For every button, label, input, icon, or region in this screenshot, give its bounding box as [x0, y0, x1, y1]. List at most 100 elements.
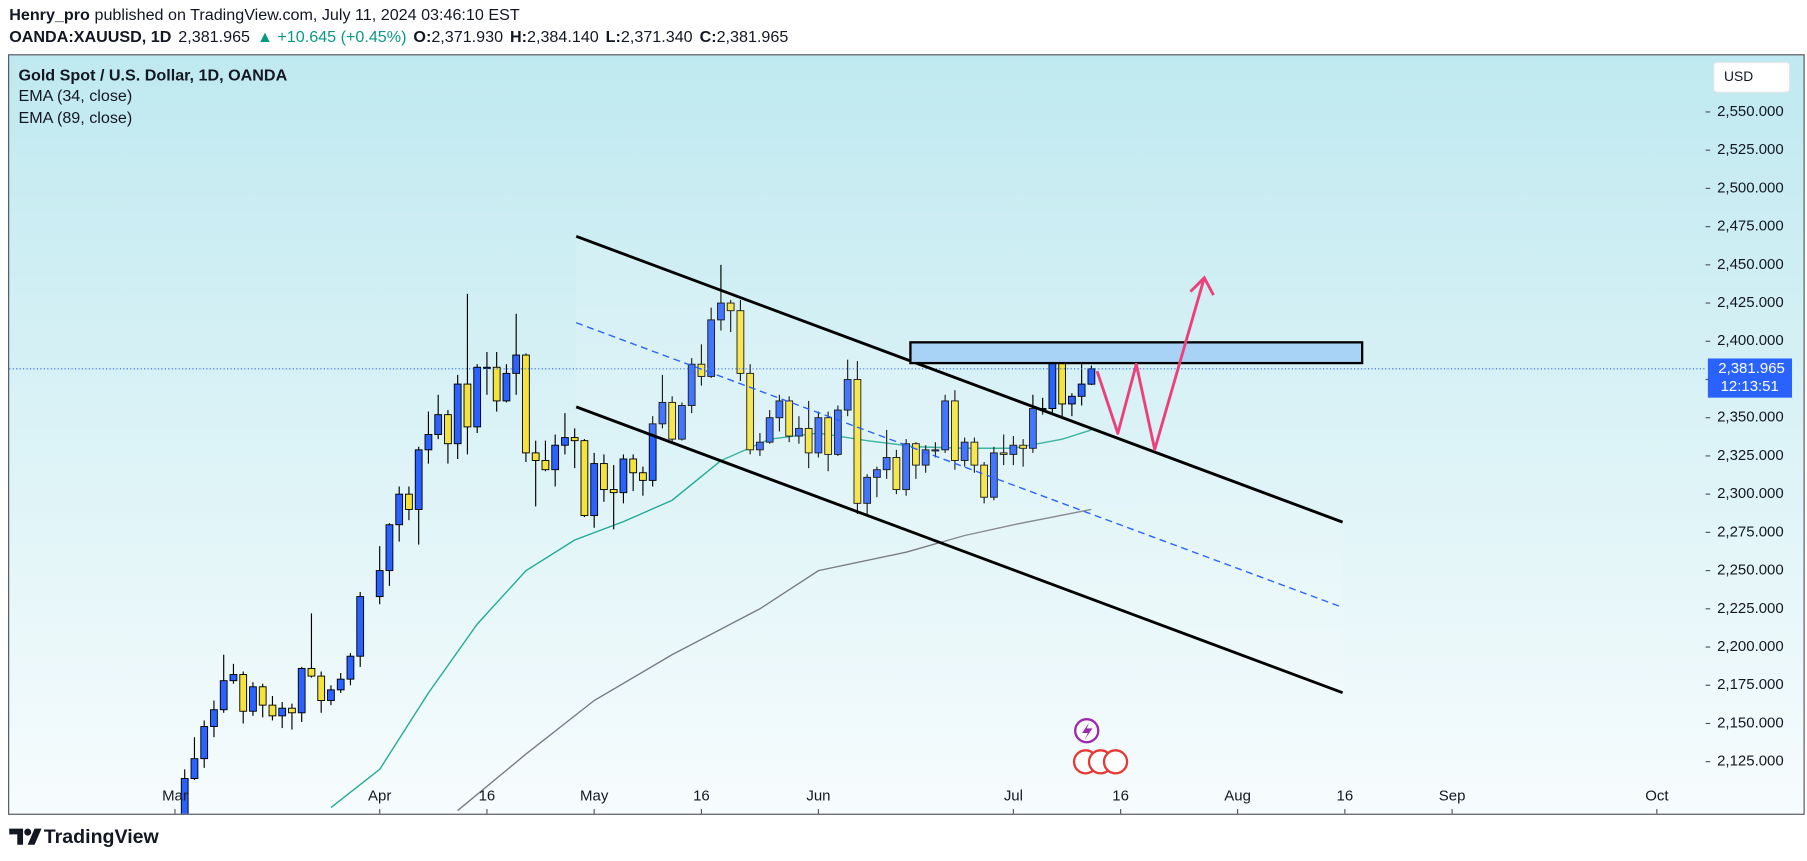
candle-body	[297, 667, 306, 714]
candle-body	[375, 570, 384, 598]
candle-body	[385, 524, 394, 572]
candle-body	[902, 443, 911, 491]
l-label: L:	[606, 28, 621, 46]
candle-body	[873, 469, 881, 478]
candle-body	[541, 460, 550, 471]
econ-icon[interactable]	[1102, 749, 1129, 775]
x-tick-label: 16	[479, 787, 496, 804]
candle-body	[424, 434, 433, 451]
symbol: OANDA:XAUUSD, 1D	[9, 28, 171, 46]
candle-body	[570, 437, 579, 442]
candle-body	[990, 452, 998, 498]
h-label: H:	[510, 28, 527, 46]
candle-body	[268, 704, 277, 717]
candle-body	[551, 444, 560, 471]
x-tick-label: 16	[1337, 787, 1354, 804]
candle-body	[746, 372, 755, 451]
candle-body	[1009, 444, 1018, 455]
candle-body	[687, 363, 696, 406]
event-bolt	[1082, 722, 1093, 740]
candle-body	[892, 457, 901, 491]
last-price-label: 2,381.965	[1718, 360, 1785, 377]
candle-body	[278, 707, 287, 717]
candle-body	[1077, 383, 1086, 397]
x-tick-label: Sep	[1439, 787, 1466, 804]
currency-box[interactable]	[1713, 61, 1791, 93]
candle-body	[970, 441, 979, 466]
candle-body	[590, 463, 599, 517]
ohlc-line: OANDA:XAUUSD, 1D 2,381.965 ▲ +10.645 (+0.4…	[9, 28, 788, 46]
y-tick-label: 2,200.000	[1717, 638, 1784, 655]
candle-body	[434, 414, 443, 435]
candle-body	[444, 414, 452, 445]
candle-body	[346, 655, 355, 680]
candle-body	[824, 417, 833, 455]
y-tick-label: 2,225.000	[1717, 600, 1784, 617]
candle-body	[531, 452, 540, 461]
currency: USD	[1724, 68, 1753, 84]
resistance-zone	[909, 341, 1364, 365]
candle-body	[502, 372, 511, 402]
candle-body	[726, 302, 735, 312]
candle-body	[453, 383, 462, 445]
o: 2,371.930	[431, 28, 503, 46]
x-tick-label: Aug	[1224, 787, 1251, 804]
y-tick-label: 2,175.000	[1717, 676, 1784, 693]
candle-body	[336, 678, 345, 691]
candle-body	[180, 778, 189, 814]
candle-body	[473, 366, 482, 428]
channel-bottom	[575, 405, 1344, 695]
y-tick-label: 2,275.000	[1717, 523, 1784, 540]
candle-body	[941, 400, 950, 451]
change: ▲ +10.645 (+0.45%)	[257, 28, 407, 46]
candle-body	[882, 457, 891, 471]
candle-body	[307, 667, 316, 677]
author: Henry_pro	[9, 6, 90, 24]
candle-body	[1087, 368, 1096, 385]
candle-body	[327, 689, 335, 702]
candle-body	[356, 596, 365, 657]
candle-body	[609, 489, 618, 494]
candle-body	[931, 449, 940, 452]
candle-body	[863, 476, 872, 504]
x-tick-label: 16	[1112, 787, 1129, 804]
candle-body	[921, 449, 930, 466]
candle-body	[765, 417, 774, 443]
y-tick-label: 2,350.000	[1717, 409, 1784, 426]
candle-body	[648, 423, 657, 481]
candle-body	[814, 417, 823, 454]
candle-body	[756, 441, 764, 451]
o-label: O:	[413, 28, 431, 46]
candle-body	[999, 452, 1008, 455]
candle-body	[668, 401, 677, 440]
x-tick-label: Jul	[1004, 787, 1023, 804]
candle-body	[200, 726, 209, 760]
candle-body	[414, 449, 423, 510]
y-tick-label: 2,525.000	[1717, 141, 1784, 158]
x-tick-label: Mar	[162, 787, 188, 804]
candle-body	[678, 405, 686, 440]
plot-area	[9, 264, 1706, 814]
ema-line	[457, 508, 1092, 812]
publish-line: Henry_pro published on TradingView.com, J…	[9, 6, 520, 24]
candle-body	[912, 443, 920, 466]
candle-body	[395, 493, 404, 526]
candle-body	[785, 400, 794, 437]
candle-body	[1068, 395, 1076, 405]
legend-ema89: EMA (89, close)	[18, 109, 132, 127]
candle-body	[288, 707, 296, 714]
published: published on TradingView.com, July 11, 2…	[94, 6, 519, 24]
candle-body	[707, 319, 716, 377]
tv-logo	[9, 828, 42, 845]
candle-body	[600, 463, 608, 491]
y-tick-label: 2,125.000	[1717, 753, 1784, 770]
candle-body	[1019, 444, 1028, 449]
candle-body	[843, 379, 852, 411]
y-tick-label: 2,500.000	[1717, 179, 1784, 196]
candle-body	[736, 310, 745, 374]
candle-body	[658, 401, 667, 425]
y-tick-label: 2,425.000	[1717, 294, 1784, 311]
candle-body	[239, 674, 248, 712]
